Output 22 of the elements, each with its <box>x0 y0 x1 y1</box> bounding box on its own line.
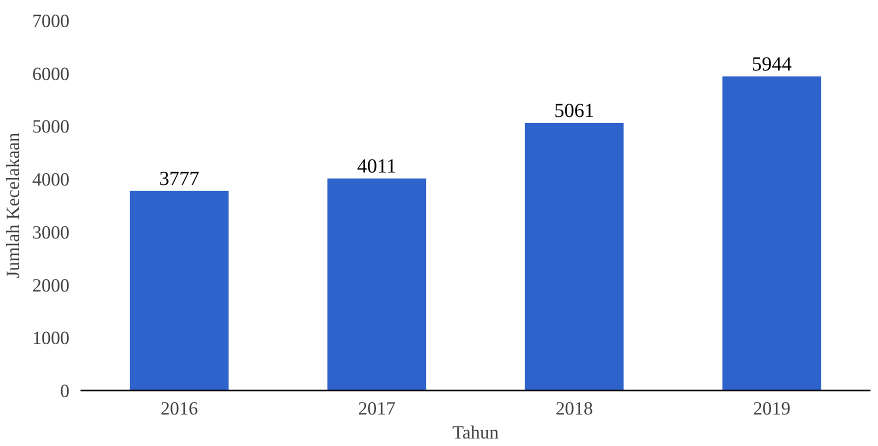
y-axis-title: Jumlah Kecelakaan <box>3 132 24 278</box>
x-tick-label: 2019 <box>753 398 790 420</box>
y-tick-label: 4000 <box>32 170 70 191</box>
bar <box>722 76 822 390</box>
bar <box>327 178 426 390</box>
y-tick-label: 7000 <box>32 11 70 32</box>
x-axis-title: Tahun <box>452 422 500 444</box>
bar <box>524 122 624 390</box>
y-tick-label: 0 <box>60 381 70 402</box>
y-tick-label: 2000 <box>32 275 70 296</box>
x-tick-label: 2017 <box>358 398 396 420</box>
y-tick-label: 6000 <box>32 64 70 85</box>
y-tick-label: 1000 <box>32 328 70 350</box>
y-tick-label: 5000 <box>32 116 70 138</box>
data-label: 3777 <box>159 168 200 190</box>
bar <box>130 190 229 390</box>
data-label: 5061 <box>554 100 594 122</box>
data-label: 5944 <box>752 53 792 76</box>
data-label: 4011 <box>357 155 396 178</box>
y-tick-label: 3000 <box>32 222 70 244</box>
x-tick-label: 2018 <box>556 398 593 420</box>
x-tick-label: 2016 <box>160 398 198 420</box>
